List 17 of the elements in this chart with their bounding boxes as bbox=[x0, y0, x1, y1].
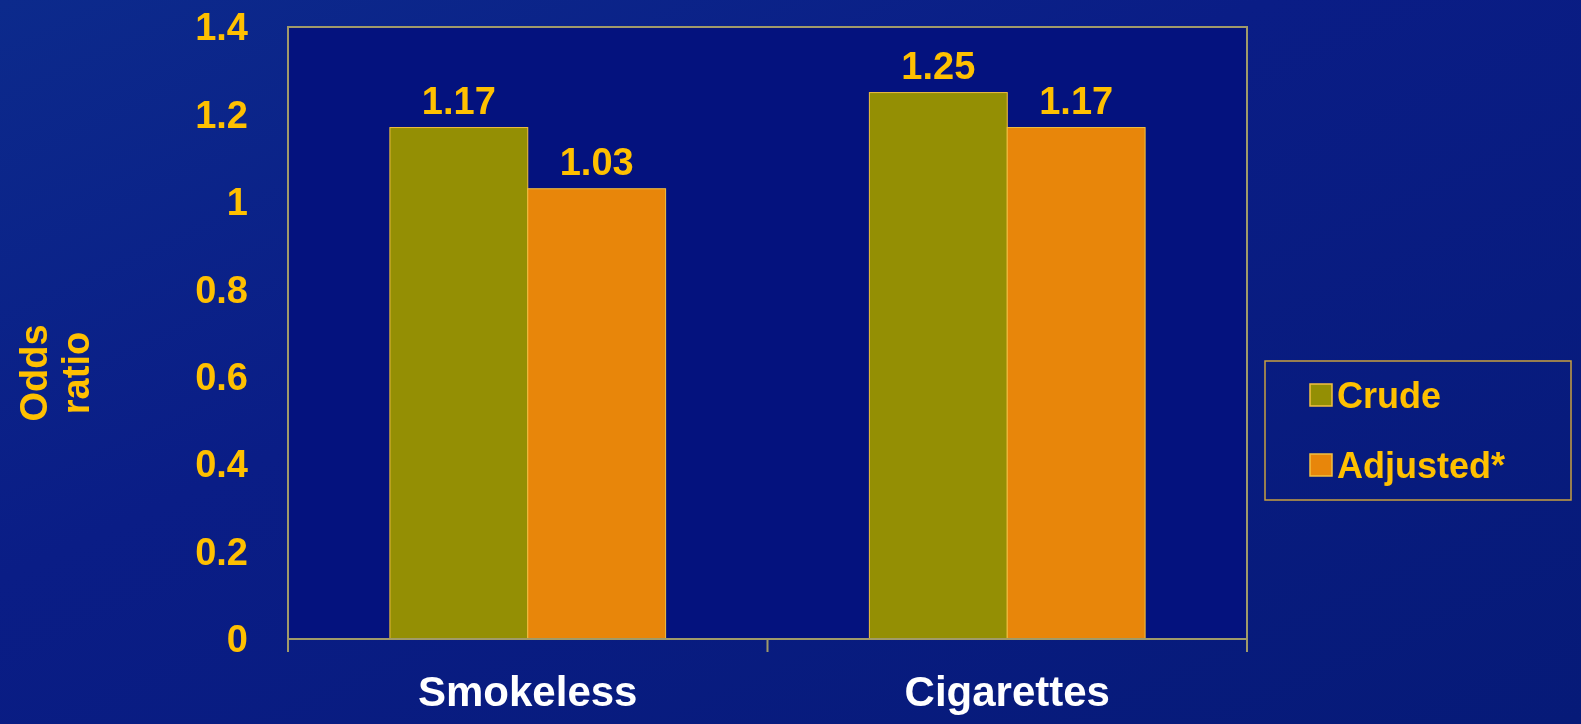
data-label: 1.25 bbox=[901, 44, 976, 87]
y-tick-label: 1.4 bbox=[195, 6, 248, 49]
legend-label: Adjusted* bbox=[1337, 444, 1506, 486]
y-tick-label: 0.4 bbox=[195, 443, 248, 486]
y-tick-label: 1 bbox=[226, 181, 248, 224]
x-tick-label: Smokeless bbox=[418, 668, 638, 715]
data-label: 1.17 bbox=[1039, 79, 1114, 122]
y-tick-label: 0 bbox=[226, 618, 248, 661]
data-label: 1.17 bbox=[421, 79, 496, 122]
y-tick-label: 0.2 bbox=[195, 530, 248, 573]
y-tick-label: 0.6 bbox=[195, 356, 248, 399]
legend-label: Crude bbox=[1337, 374, 1442, 416]
y-axis-title: Odds ratio bbox=[13, 324, 98, 422]
y-tick-label: 1.2 bbox=[195, 93, 248, 136]
data-label: 1.03 bbox=[559, 140, 634, 183]
y-tick-label: 0.8 bbox=[195, 268, 248, 311]
x-tick-label: Cigarettes bbox=[904, 668, 1110, 715]
